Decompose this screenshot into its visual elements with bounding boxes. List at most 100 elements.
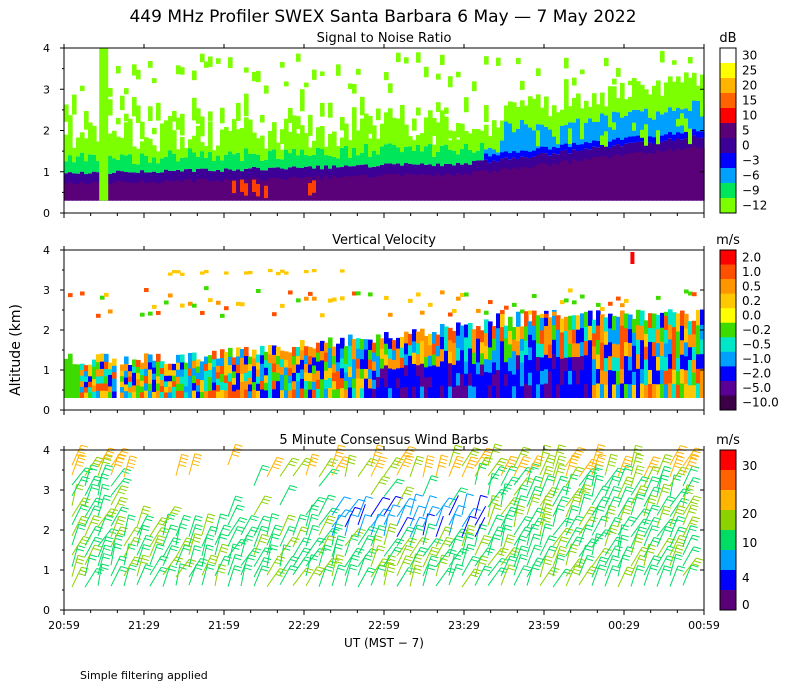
- barb-feather: [318, 537, 326, 541]
- wind-barb: [305, 548, 320, 567]
- heat-cell: [116, 136, 121, 160]
- heat-cell: [444, 174, 449, 201]
- heat-cell: [592, 332, 597, 347]
- heat-cell: [616, 330, 621, 345]
- heat-cell: [352, 291, 357, 296]
- heat-cell: [96, 160, 101, 173]
- wind-barb: [162, 556, 177, 576]
- heat-cell: [564, 143, 569, 150]
- heat-cell: [448, 327, 453, 341]
- heat-cell: [412, 174, 417, 201]
- heat-cell: [320, 313, 325, 318]
- heat-cell: [500, 120, 505, 131]
- barb-feather: [75, 561, 84, 565]
- heat-cell: [688, 384, 693, 398]
- wind-barb: [227, 554, 236, 576]
- heat-cell: [656, 314, 661, 330]
- barb-feather: [648, 465, 657, 469]
- heat-cell: [500, 354, 505, 370]
- heat-cell: [564, 316, 569, 331]
- heat-cell: [152, 181, 157, 201]
- barb-feather: [336, 554, 345, 558]
- heat-cell: [192, 360, 197, 369]
- barb-feather: [406, 570, 414, 574]
- heat-cell: [468, 149, 473, 165]
- wind-barb: [305, 497, 320, 516]
- barb-feather: [404, 548, 413, 552]
- heat-cell: [688, 148, 693, 201]
- heat-cell: [128, 370, 133, 377]
- barb-feather: [521, 545, 529, 549]
- wind-barb: [253, 534, 263, 556]
- wind-barb: [448, 495, 459, 516]
- heat-cell: [280, 178, 285, 201]
- barb-feather: [396, 457, 404, 461]
- heat-cell: [436, 102, 441, 112]
- heat-cell: [172, 181, 177, 201]
- heat-cell: [112, 358, 117, 366]
- heat-cell: [436, 386, 441, 398]
- heat-cell: [220, 107, 225, 124]
- barb-feather: [545, 555, 553, 559]
- heat-cell: [600, 341, 605, 357]
- heat-cell: [544, 96, 549, 113]
- barb-feather: [262, 518, 270, 522]
- heat-cell: [464, 336, 469, 350]
- wind-barb: [188, 558, 202, 578]
- heat-cell: [316, 127, 321, 144]
- heat-cell: [488, 136, 493, 148]
- heat-cell: [300, 178, 305, 201]
- heat-cell: [508, 316, 513, 331]
- heat-cell: [96, 182, 101, 201]
- barb-feather: [483, 459, 492, 463]
- barb-feather: [325, 521, 333, 525]
- heat-cell: [252, 389, 257, 398]
- y-tick-label: 0: [43, 404, 50, 417]
- barb-feather: [482, 538, 490, 542]
- heat-cell: [608, 301, 613, 306]
- heat-cell: [140, 312, 145, 317]
- wind-barb: [344, 554, 354, 576]
- heat-cell: [428, 376, 433, 388]
- wind-barb: [461, 508, 475, 528]
- heat-cell: [536, 315, 541, 330]
- colorbar-label: 0.5: [742, 279, 761, 293]
- wind-barb: [552, 464, 560, 486]
- heat-cell: [676, 383, 681, 398]
- heat-cell: [608, 112, 613, 128]
- barb-feather: [415, 493, 423, 497]
- barb-feather: [143, 505, 151, 509]
- heat-cell: [288, 374, 293, 384]
- heat-cell: [88, 391, 93, 398]
- heat-cell: [292, 176, 297, 201]
- barb-feather: [222, 527, 230, 531]
- barb-feather: [145, 518, 153, 522]
- wind-barb: [422, 555, 432, 577]
- heat-cell: [340, 296, 345, 301]
- barb-feather: [595, 454, 603, 458]
- barb-feather: [691, 563, 700, 567]
- heat-cell: [620, 353, 625, 370]
- heat-cell: [512, 327, 517, 340]
- heat-cell: [300, 368, 305, 379]
- heat-cell: [104, 389, 109, 398]
- heat-cell: [344, 380, 349, 390]
- heat-cell: [700, 147, 705, 201]
- heat-cell: [644, 333, 649, 347]
- heat-cell: [280, 129, 285, 144]
- wind-barb: [526, 486, 536, 507]
- heat-cell: [388, 312, 393, 317]
- heat-cell: [388, 348, 393, 359]
- heat-cell: [480, 374, 485, 387]
- heat-cell: [644, 320, 649, 334]
- y-tick-label: 4: [43, 42, 50, 55]
- barb-feather: [387, 561, 395, 565]
- heat-cell: [176, 383, 181, 391]
- barb-feather: [687, 464, 695, 468]
- heat-cell: [524, 339, 529, 356]
- wind-barb: [84, 544, 96, 566]
- heat-cell: [512, 122, 517, 158]
- heat-cell: [552, 311, 557, 316]
- wind-barb: [162, 537, 175, 558]
